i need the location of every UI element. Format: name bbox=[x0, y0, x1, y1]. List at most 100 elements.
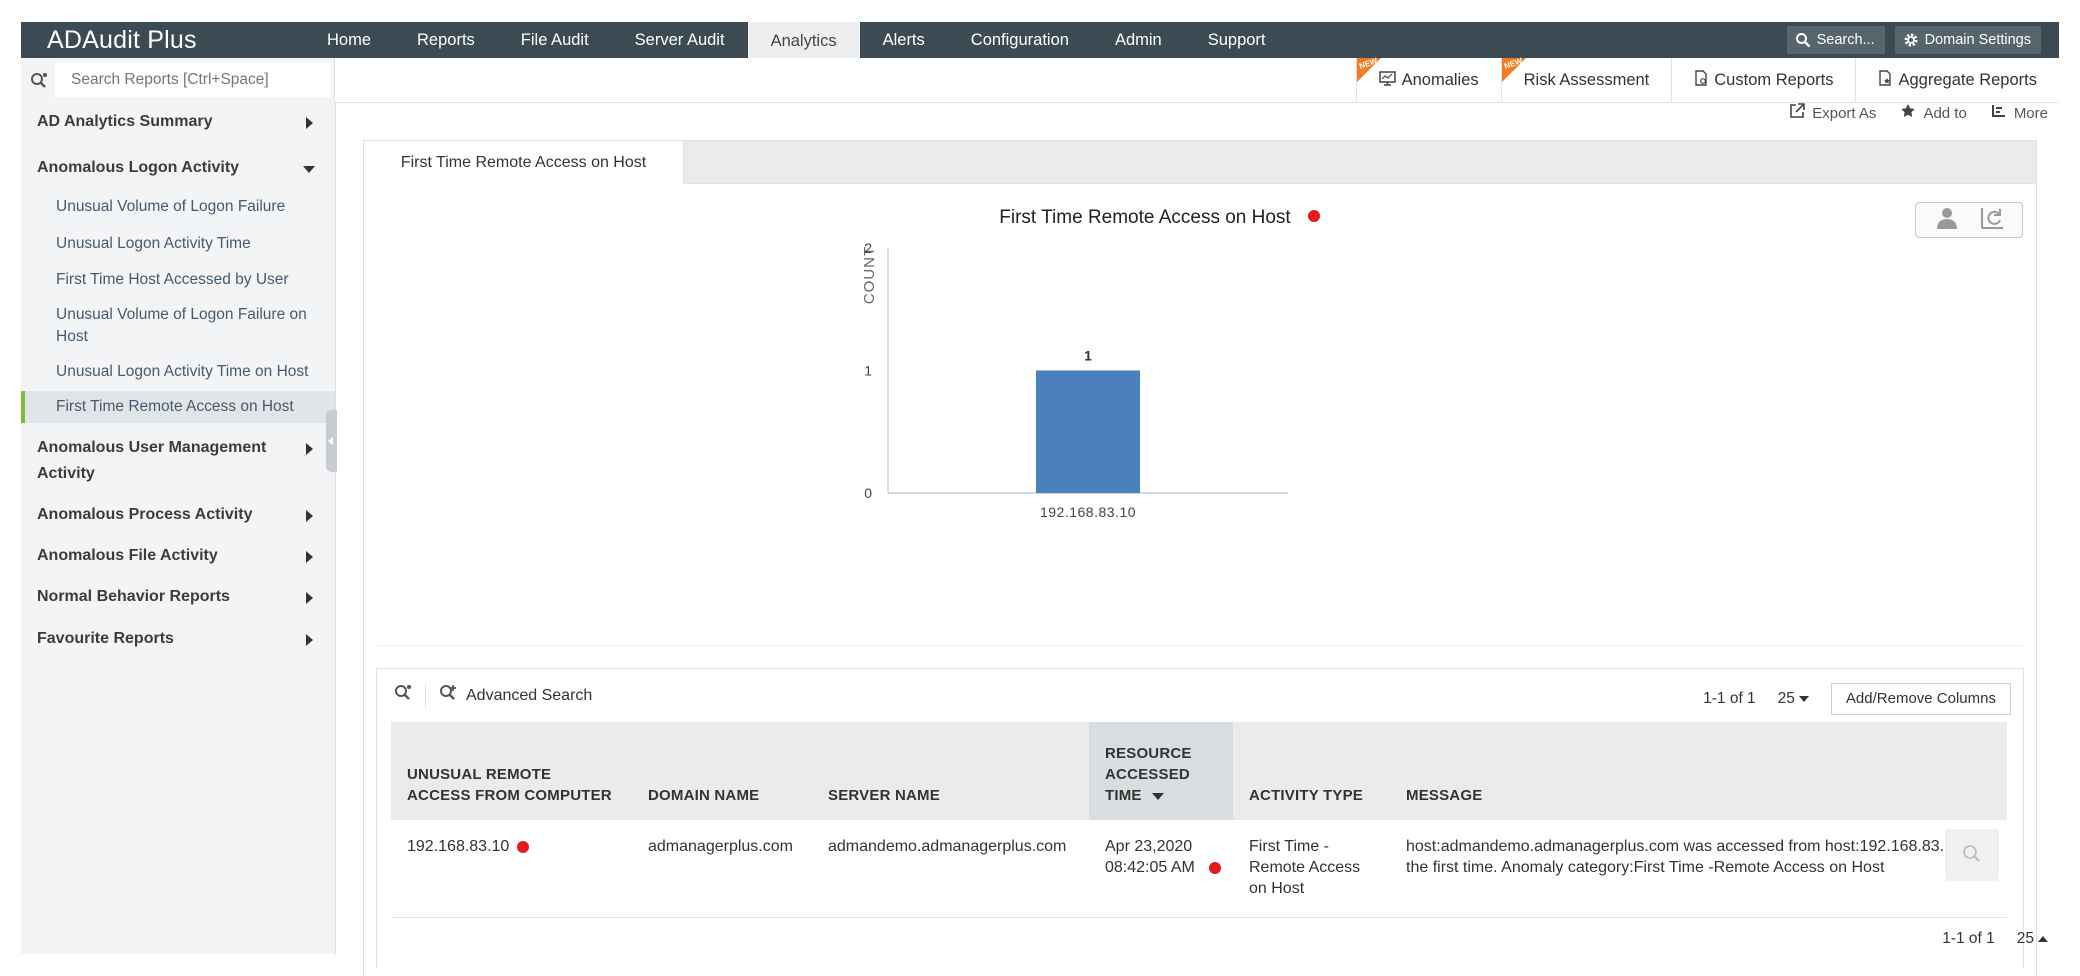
report-search-input[interactable] bbox=[55, 63, 331, 97]
nav-tab-alerts[interactable]: Alerts bbox=[882, 31, 925, 49]
sidebar-group-anomalous-logon-activity[interactable]: Anomalous Logon Activity bbox=[21, 149, 335, 187]
caret-right-icon bbox=[306, 510, 313, 522]
more-button[interactable]: More bbox=[1991, 103, 2048, 123]
nav-tab-admin[interactable]: Admin bbox=[1114, 31, 1162, 49]
tab-risk-assessment[interactable]: NEW Risk Assessment bbox=[1500, 56, 1672, 103]
table-header-row: UNUSUAL REMOTE ACCESS FROM COMPUTER DOMA… bbox=[391, 722, 2007, 820]
global-search-button[interactable]: Search... bbox=[1786, 26, 1885, 54]
tab-aggregate-reports-label: Aggregate Reports bbox=[1898, 71, 2037, 89]
star-icon bbox=[1900, 103, 1916, 123]
chart-title: First Time Remote Access on Host bbox=[999, 207, 1291, 228]
page-margin bbox=[2059, 0, 2080, 976]
column-header-domain[interactable]: DOMAIN NAME bbox=[632, 722, 812, 820]
sidebar-group-label: Anomalous User Management Activity bbox=[37, 439, 267, 482]
sidebar-group-label: Normal Behavior Reports bbox=[37, 588, 230, 605]
bar-chart: First Time Remote Access on Host COUNT 0… bbox=[861, 207, 1320, 520]
column-header-server[interactable]: SERVER NAME bbox=[812, 722, 1089, 820]
sidebar-group-anomalous-user-management[interactable]: Anomalous User Management Activity bbox=[21, 429, 335, 493]
monitor-icon bbox=[1378, 70, 1396, 91]
caret-down-icon bbox=[303, 166, 315, 173]
time-value: Apr 23,2020 08:42:05 AM bbox=[1105, 838, 1195, 876]
sidebar-collapse-handle[interactable] bbox=[326, 410, 337, 472]
nav-tab-server-audit[interactable]: Server Audit bbox=[634, 31, 725, 49]
y-tick-label: 2 bbox=[864, 240, 872, 256]
add-to-button[interactable]: Add to bbox=[1900, 103, 1967, 123]
export-as-button[interactable]: Export As bbox=[1789, 103, 1876, 123]
app-logo[interactable]: ADAudit Plus bbox=[47, 26, 197, 54]
sidebar-item-unusual-volume-logon-failure[interactable]: Unusual Volume of Logon Failure bbox=[56, 198, 286, 215]
nav-tab-support[interactable]: Support bbox=[1207, 31, 1266, 49]
table-row[interactable]: 192.168.83.10 admanagerplus.com admandem… bbox=[391, 820, 2007, 918]
tab-aggregate-reports[interactable]: Aggregate Reports bbox=[1855, 58, 2059, 103]
caret-right-icon bbox=[306, 592, 313, 604]
new-badge bbox=[1356, 58, 1381, 82]
report-tab-first-time-remote-access[interactable]: First Time Remote Access on Host bbox=[364, 141, 684, 184]
report-table: UNUSUAL REMOTE ACCESS FROM COMPUTER DOMA… bbox=[391, 722, 2007, 918]
domain-settings-label: Domain Settings bbox=[1924, 32, 2031, 48]
tab-custom-reports[interactable]: Custom Reports bbox=[1671, 58, 1855, 103]
nav-tab-analytics[interactable]: Analytics bbox=[747, 22, 860, 58]
sidebar-group-label: Anomalous File Activity bbox=[37, 547, 218, 564]
sidebar-group-favourite-reports[interactable]: Favourite Reports bbox=[21, 620, 335, 658]
column-header-computer[interactable]: UNUSUAL REMOTE ACCESS FROM COMPUTER bbox=[391, 722, 632, 820]
per-page-select-bottom[interactable]: 25 bbox=[2017, 930, 2048, 948]
sort-desc-icon bbox=[1151, 792, 1164, 800]
nav-tab-configuration[interactable]: Configuration bbox=[970, 31, 1069, 49]
table-pagination-top: 1-1 of 1 25 Add/Remove Columns bbox=[1703, 683, 2011, 715]
top-navigation-bar: ADAudit Plus Home Reports File Audit Ser… bbox=[21, 22, 2059, 58]
export-as-label: Export As bbox=[1812, 104, 1877, 122]
column-header-resource-accessed-time[interactable]: RESOURCE ACCESSED TIME bbox=[1089, 722, 1233, 820]
chart-marks: 0 1 2 1 192.168.83.10 bbox=[864, 240, 1288, 520]
gear-icon bbox=[1903, 32, 1919, 48]
sidebar-group-normal-behavior-reports[interactable]: Normal Behavior Reports bbox=[21, 578, 335, 616]
report-tab-bar: First Time Remote Access on Host bbox=[363, 140, 2037, 184]
user-icon[interactable] bbox=[1934, 206, 1960, 235]
chart-tools bbox=[1915, 202, 2023, 238]
nav-tab-home[interactable]: Home bbox=[327, 31, 372, 49]
y-tick-label: 0 bbox=[864, 485, 872, 501]
sidebar-item-unusual-logon-activity-time-host[interactable]: Unusual Logon Activity Time on Host bbox=[56, 363, 309, 380]
cell-server: admandemo.admanagerplus.com bbox=[812, 820, 1089, 918]
cell-domain: admanagerplus.com bbox=[632, 820, 812, 918]
sidebar-group-label: Anomalous Logon Activity bbox=[37, 159, 240, 176]
search-settings-icon[interactable] bbox=[29, 71, 49, 96]
sidebar-group-anomalous-process-activity[interactable]: Anomalous Process Activity bbox=[21, 496, 335, 534]
chevron-down-icon bbox=[1798, 696, 1809, 702]
sidebar-group-anomalous-file-activity[interactable]: Anomalous File Activity bbox=[21, 537, 335, 575]
sidebar-item-first-time-remote-access-host[interactable]: First Time Remote Access on Host bbox=[21, 391, 335, 423]
per-page-select[interactable]: 25 bbox=[1778, 690, 1809, 708]
column-header-activity-type[interactable]: ACTIVITY TYPE bbox=[1233, 722, 1390, 820]
tab-anomalies[interactable]: NEW Anomalies bbox=[1355, 56, 1501, 103]
chevron-up-icon bbox=[2038, 936, 2048, 942]
caret-right-icon bbox=[306, 117, 313, 129]
quick-search-icon[interactable] bbox=[393, 683, 413, 708]
report-table-panel: Advanced Search 1-1 of 1 25 Add/Remove C… bbox=[376, 668, 2024, 968]
anomaly-indicator-icon bbox=[1209, 862, 1221, 874]
sidebar-item-unusual-logon-activity-time[interactable]: Unusual Logon Activity Time bbox=[56, 235, 251, 252]
sidebar-item-unusual-volume-logon-failure-host[interactable]: Unusual Volume of Logon Failure on Host bbox=[56, 306, 307, 345]
sidebar-group-label: Anomalous Process Activity bbox=[37, 506, 253, 523]
row-details-button[interactable] bbox=[1945, 829, 1999, 881]
record-range: 1-1 of 1 bbox=[1703, 690, 1756, 707]
search-icon bbox=[1795, 32, 1811, 48]
column-header-message[interactable]: MESSAGE bbox=[1390, 722, 2007, 820]
column-header-label: RESOURCE ACCESSED TIME bbox=[1105, 745, 1192, 804]
document-star-icon bbox=[1878, 70, 1892, 91]
sidebar-group-ad-analytics-summary[interactable]: AD Analytics Summary bbox=[21, 103, 335, 141]
y-axis-label: COUNT bbox=[861, 246, 878, 304]
anomaly-indicator-icon bbox=[517, 840, 530, 853]
report-search-box bbox=[21, 58, 335, 103]
add-remove-columns-button[interactable]: Add/Remove Columns bbox=[1830, 683, 2011, 715]
advanced-search-button[interactable]: Advanced Search bbox=[438, 683, 592, 708]
nav-tab-file-audit[interactable]: File Audit bbox=[520, 31, 589, 49]
nav-tab-reports[interactable]: Reports bbox=[417, 31, 475, 49]
sidebar-item-first-time-host-accessed[interactable]: First Time Host Accessed by User bbox=[56, 271, 289, 288]
toolbar-separator bbox=[425, 683, 426, 708]
chart-refresh-icon[interactable] bbox=[1979, 206, 2005, 235]
domain-settings-button[interactable]: Domain Settings bbox=[1894, 26, 2041, 54]
computer-value[interactable]: 192.168.83.10 bbox=[407, 838, 510, 855]
table-toolbar: Advanced Search bbox=[393, 683, 592, 708]
cell-message: host:admandemo.admanagerplus.com was acc… bbox=[1390, 820, 2007, 918]
global-search-label: Search... bbox=[1816, 32, 1875, 48]
report-actions: Export As Add to More bbox=[1789, 103, 2048, 123]
